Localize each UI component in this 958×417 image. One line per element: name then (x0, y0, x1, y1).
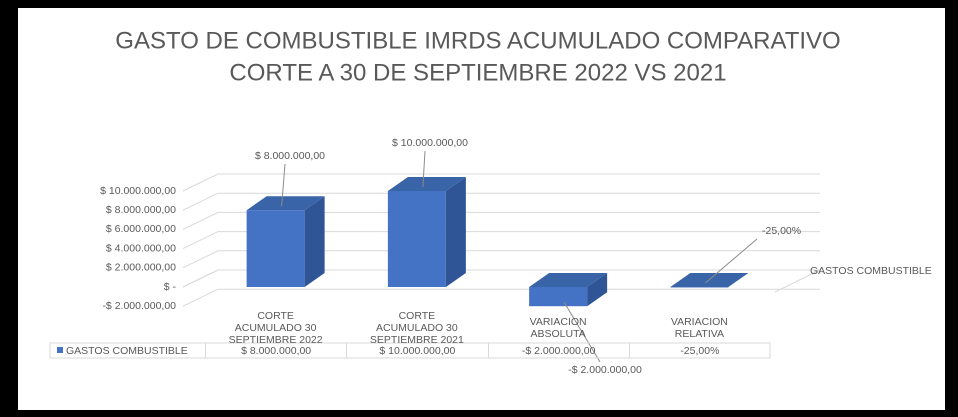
table-value: -25,00% (628, 343, 770, 358)
bar (670, 273, 749, 288)
bar-face (670, 287, 729, 288)
y-tick-label: $ 8.000.000,00 (106, 204, 176, 216)
y-tick-label: $ 4.000.000,00 (106, 242, 176, 254)
y-tick-label: $ 2.000.000,00 (106, 262, 176, 274)
bar-face (304, 196, 325, 287)
table-value: $ 10.000.000,00 (346, 343, 487, 358)
y-tick-label: $ 10.000.000,00 (100, 185, 176, 197)
grid-line (182, 250, 820, 269)
bar-face (246, 210, 305, 287)
table-series-label: GASTOS COMBUSTIBLE (66, 345, 188, 357)
leader-line (422, 150, 426, 188)
leader-line (705, 238, 758, 284)
chart-title: GASTO DE COMBUSTIBLE IMRDS ACUMULADO COM… (115, 27, 840, 54)
grid-line (182, 231, 820, 250)
leader-line (563, 301, 601, 363)
floor (182, 269, 821, 293)
category-label: VARIACION RELATIVA (670, 315, 728, 340)
bar-face (387, 177, 466, 191)
legend-label: GASTOS COMBUSTIBLE (810, 265, 932, 277)
table-border (49, 342, 771, 359)
data-label: -25,00% (762, 225, 801, 237)
grid-line (182, 173, 820, 192)
bar (246, 196, 325, 287)
bar-face (529, 273, 608, 287)
data-label: -$ 2.000.000,00 (568, 364, 642, 376)
grid-line (182, 288, 820, 307)
y-tick-label: -$ 2.000.000,00 (102, 300, 176, 312)
y-tick-label: $ 6.000.000,00 (106, 223, 176, 235)
bar-face (529, 287, 588, 307)
table-value: -$ 2.000.000,00 (487, 343, 629, 358)
category-label: VARIACION ABSOLUTA (529, 315, 587, 340)
bar (529, 273, 608, 307)
bar-face (728, 273, 749, 288)
data-label: $ 10.000.000,00 (392, 137, 468, 149)
legend-key (57, 347, 63, 353)
bar-face (387, 191, 446, 287)
chart-subtitle: CORTE A 30 DE SEPTIEMBRE 2022 VS 2021 (229, 59, 726, 86)
data-label: $ 8.000.000,00 (255, 150, 325, 162)
bar-face (445, 177, 466, 287)
bar-face (587, 273, 608, 307)
table-value: $ 8.000.000,00 (205, 343, 346, 358)
bar-face (246, 196, 325, 211)
category-label: CORTE ACUMULADO 30 SEPTIEMBRE 2021 (369, 309, 464, 346)
grid-line (182, 192, 820, 211)
bar (387, 177, 466, 287)
grid-line (182, 211, 820, 230)
category-label: CORTE ACUMULADO 30 SEPTIEMBRE 2022 (228, 309, 323, 346)
leader-line (281, 163, 286, 207)
y-tick-label: $ - (164, 281, 177, 293)
